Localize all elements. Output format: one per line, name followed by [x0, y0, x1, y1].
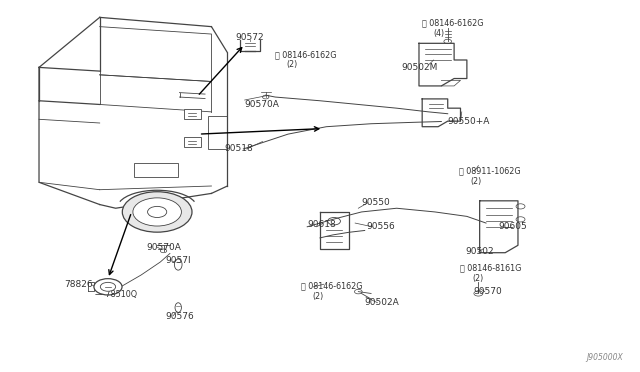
Circle shape	[148, 206, 167, 218]
Circle shape	[100, 282, 116, 291]
Text: (4): (4)	[434, 29, 445, 38]
Text: ⓕ 08146-8161G: ⓕ 08146-8161G	[461, 264, 522, 273]
Circle shape	[516, 204, 525, 209]
Circle shape	[516, 217, 525, 222]
Text: 90550+A: 90550+A	[448, 117, 490, 126]
Text: 90570: 90570	[473, 287, 502, 296]
Text: (2): (2)	[472, 274, 483, 283]
Circle shape	[328, 218, 340, 225]
Text: 90556: 90556	[366, 222, 395, 231]
Text: Ⓑ 08146-6162G: Ⓑ 08146-6162G	[301, 282, 362, 291]
Text: 90570A: 90570A	[244, 100, 280, 109]
Text: Ⓑ 08146-6162G: Ⓑ 08146-6162G	[422, 19, 484, 28]
Text: (2): (2)	[470, 177, 482, 186]
Text: 90576: 90576	[166, 312, 194, 321]
Circle shape	[474, 291, 483, 296]
Text: 90502A: 90502A	[365, 298, 399, 307]
Text: Ⓑ 08146-6162G: Ⓑ 08146-6162G	[275, 50, 337, 59]
Text: 90572: 90572	[236, 33, 264, 42]
Circle shape	[133, 198, 181, 226]
Text: 90518: 90518	[224, 144, 253, 153]
Circle shape	[262, 95, 269, 99]
Text: ⓝ 08911-1062G: ⓝ 08911-1062G	[460, 167, 521, 176]
Text: (2): (2)	[287, 60, 298, 69]
Text: 9057l: 9057l	[166, 256, 191, 265]
Text: 90570A: 90570A	[147, 243, 181, 251]
Text: 78826: 78826	[65, 280, 93, 289]
Text: 90618: 90618	[307, 221, 336, 230]
Ellipse shape	[175, 303, 181, 312]
Bar	[134, 163, 178, 177]
Text: (2): (2)	[312, 292, 324, 301]
Circle shape	[444, 39, 452, 44]
Ellipse shape	[174, 259, 182, 270]
Text: — 78510Q: — 78510Q	[95, 290, 138, 299]
Circle shape	[94, 279, 122, 295]
Bar	[208, 116, 227, 149]
Text: 90502M: 90502M	[402, 63, 438, 72]
Text: 90502: 90502	[466, 247, 494, 256]
Circle shape	[355, 289, 362, 294]
Text: J905000X: J905000X	[587, 353, 623, 362]
Bar	[184, 109, 200, 119]
Circle shape	[161, 249, 167, 253]
Text: 90550: 90550	[362, 198, 390, 207]
Bar	[184, 137, 200, 147]
Circle shape	[122, 192, 192, 232]
Text: 90605: 90605	[499, 222, 527, 231]
